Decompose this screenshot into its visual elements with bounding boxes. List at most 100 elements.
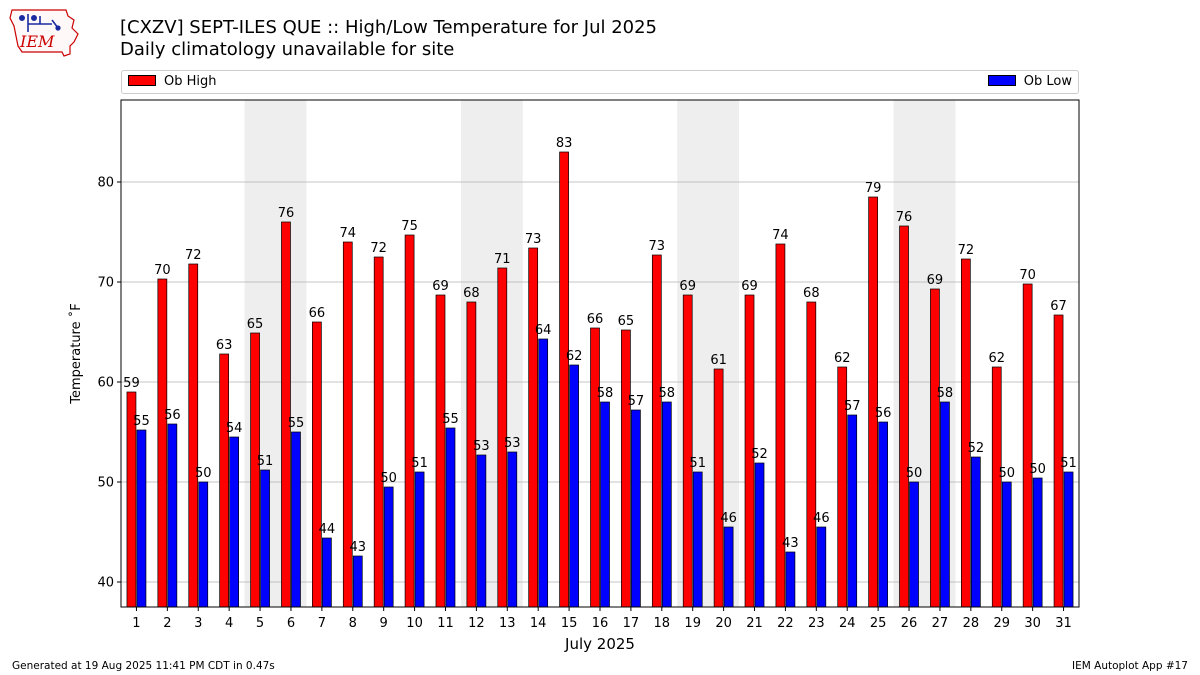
legend-label-high: Ob High	[164, 74, 217, 89]
bar-label-low-9: 50	[380, 471, 397, 486]
bar-low-18	[661, 401, 672, 608]
bar-high-22	[775, 243, 786, 608]
bar-high-2	[157, 278, 168, 608]
x-tick-label-6: 6	[287, 616, 295, 631]
bar-label-high-20: 61	[710, 353, 727, 368]
weekend-shade-1	[244, 100, 307, 607]
x-tick-label-8: 8	[349, 616, 357, 631]
bar-low-22	[785, 551, 796, 608]
bar-label-low-5: 51	[257, 454, 274, 469]
bar-high-11	[435, 294, 446, 608]
bar-label-high-30: 70	[1019, 268, 1036, 283]
bar-label-high-13: 71	[494, 252, 511, 267]
bar-label-high-8: 74	[340, 226, 357, 241]
bar-label-low-8: 43	[350, 540, 367, 555]
plot-frame	[120, 99, 1080, 608]
bar-label-low-2: 56	[164, 408, 181, 423]
bar-low-26	[909, 481, 919, 608]
x-tick-label-20: 20	[715, 616, 732, 631]
x-tick-label-13: 13	[499, 616, 516, 631]
bar-label-low-30: 50	[1029, 462, 1046, 477]
bar-high-18	[651, 254, 662, 608]
x-tick-label-18: 18	[654, 616, 671, 631]
bar-low-15	[569, 364, 579, 608]
bar-high-15	[559, 151, 569, 608]
bar-label-high-15: 83	[556, 136, 573, 151]
legend-swatch-high	[128, 75, 156, 86]
bar-low-1	[136, 429, 147, 608]
x-tick-label-23: 23	[808, 616, 825, 631]
bar-low-14	[538, 338, 549, 608]
x-tick-label-16: 16	[592, 616, 609, 631]
bar-label-low-22: 43	[782, 536, 799, 551]
bar-high-4	[219, 353, 230, 608]
bar-low-12	[476, 454, 487, 608]
bar-label-low-24: 57	[844, 399, 861, 414]
bar-label-low-21: 52	[751, 447, 768, 462]
bar-low-25	[878, 421, 888, 608]
bar-label-low-31: 51	[1060, 456, 1077, 471]
bar-high-12	[466, 301, 477, 608]
y-tick-label-60: 60	[97, 376, 114, 391]
bar-label-high-17: 65	[618, 314, 635, 329]
bar-low-5	[260, 469, 270, 608]
bar-label-low-27: 58	[937, 386, 954, 401]
x-tick-label-22: 22	[777, 616, 794, 631]
bar-high-25	[868, 196, 878, 608]
bar-high-6	[281, 221, 291, 608]
bar-low-9	[383, 486, 394, 608]
bar-high-27	[930, 288, 940, 608]
bar-label-high-29: 62	[988, 351, 1005, 366]
x-tick-label-11: 11	[437, 616, 454, 631]
bar-high-9	[373, 256, 384, 608]
bar-low-8	[352, 555, 363, 608]
bar-low-7	[322, 537, 332, 608]
x-tick-label-14: 14	[530, 616, 547, 631]
bar-label-low-29: 50	[998, 466, 1015, 481]
x-tick-label-24: 24	[839, 616, 856, 631]
bar-low-16	[600, 401, 610, 608]
bar-label-high-27: 69	[927, 273, 944, 288]
bar-high-3	[188, 263, 199, 608]
bar-label-low-1: 55	[133, 414, 150, 429]
bar-label-high-11: 69	[432, 279, 449, 294]
bar-high-26	[899, 225, 909, 608]
x-tick-label-26: 26	[901, 616, 918, 631]
weekend-shade-4	[893, 100, 956, 607]
bar-low-30	[1032, 477, 1043, 608]
x-tick-label-5: 5	[256, 616, 264, 631]
legend: Ob High Ob Low	[121, 70, 1079, 94]
bar-low-4	[229, 436, 240, 608]
bar-label-low-17: 57	[628, 394, 645, 409]
weekend-shade-2	[460, 100, 523, 607]
y-tick-label-70: 70	[97, 276, 114, 291]
y-tick-label-50: 50	[97, 476, 114, 491]
bar-high-10	[404, 234, 415, 608]
bar-high-30	[1022, 283, 1033, 608]
bar-label-low-26: 50	[906, 466, 923, 481]
bar-high-1	[126, 391, 137, 608]
x-tick-label-29: 29	[993, 616, 1010, 631]
bar-label-low-25: 56	[875, 406, 892, 421]
bar-label-high-10: 75	[401, 219, 418, 234]
bar-label-high-6: 76	[278, 206, 295, 221]
bar-low-6	[291, 431, 301, 608]
iem-logo: IEM	[9, 9, 79, 57]
bar-label-high-21: 69	[741, 279, 758, 294]
x-tick-label-30: 30	[1024, 616, 1041, 631]
bar-low-11	[445, 427, 456, 608]
y-tick-label-40: 40	[97, 576, 114, 591]
bar-label-low-7: 44	[319, 522, 336, 537]
footer-generated: Generated at 19 Aug 2025 11:41 PM CDT in…	[12, 660, 275, 672]
bar-low-29	[1001, 481, 1012, 608]
bar-low-2	[167, 423, 178, 608]
bar-label-high-9: 72	[370, 241, 387, 256]
bar-low-17	[631, 409, 641, 608]
bar-high-20	[713, 368, 724, 608]
bar-low-23	[816, 526, 827, 608]
bar-low-28	[970, 456, 981, 608]
chart-title: [CXZV] SEPT-ILES QUE :: High/Low Tempera…	[120, 17, 658, 38]
x-tick-label-17: 17	[623, 616, 640, 631]
x-tick-label-10: 10	[406, 616, 423, 631]
